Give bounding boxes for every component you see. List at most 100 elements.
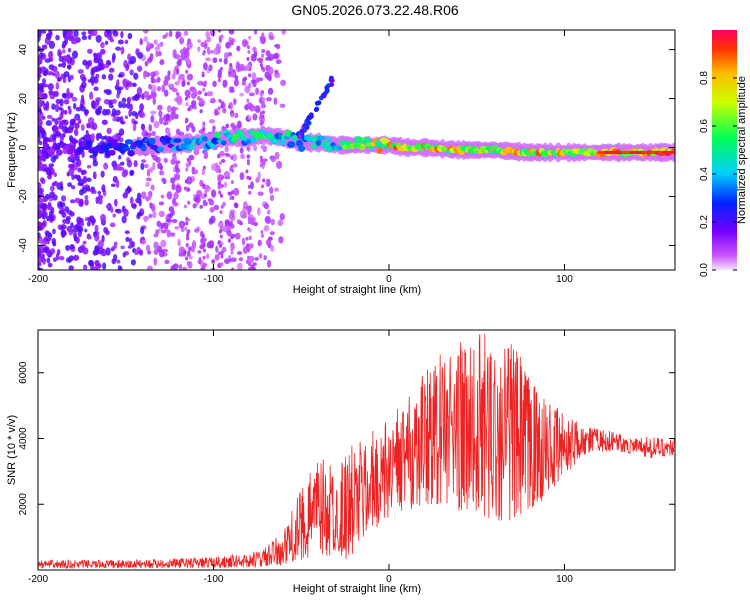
noise-blob [116, 79, 120, 88]
noise-blob [173, 192, 179, 200]
snr-series-line [38, 333, 675, 570]
noise-blob [63, 109, 68, 115]
branch-blob [315, 100, 321, 106]
noise-blob [262, 145, 268, 153]
noise-blob [98, 198, 103, 205]
noise-blob [228, 258, 232, 263]
noise-blob [248, 220, 252, 225]
noise-blob [189, 86, 196, 93]
noise-blob [143, 216, 148, 223]
noise-blob [89, 75, 96, 83]
noise-blob [219, 150, 225, 157]
noise-blob [206, 36, 212, 43]
snr-y-tick-label: 4000 [18, 427, 29, 450]
noise-blob [153, 39, 158, 45]
noise-blob [187, 200, 191, 205]
noise-blob [105, 247, 111, 256]
noise-blob [121, 215, 127, 224]
noise-blob [227, 51, 233, 57]
chart-title: GN05.2026.073.22.48.R06 [291, 2, 459, 18]
noise-blob [147, 250, 152, 255]
branch-blob [304, 121, 310, 127]
noise-blob [246, 159, 250, 164]
noise-blob [155, 50, 159, 58]
ridge-blob [123, 146, 131, 151]
noise-blob [165, 128, 171, 134]
noise-blob [77, 119, 81, 124]
noise-blob [231, 153, 238, 162]
noise-blob [246, 56, 250, 61]
noise-blob [219, 58, 223, 63]
noise-blob [217, 240, 221, 245]
noise-blob [52, 257, 57, 263]
noise-blob [279, 213, 285, 221]
spectrogram-x-tick-label: -100 [203, 274, 223, 285]
noise-blob [94, 224, 99, 232]
noise-blob [158, 110, 163, 118]
noise-blob [46, 114, 53, 119]
noise-blob [145, 244, 151, 252]
noise-blob [140, 162, 145, 170]
noise-blob [95, 34, 102, 43]
noise-blob [246, 154, 250, 159]
noise-blob [203, 237, 207, 242]
noise-blob [150, 75, 155, 84]
noise-blob [71, 40, 77, 45]
noise-blob [126, 159, 133, 168]
noise-blob [163, 157, 168, 163]
noise-blob [40, 163, 45, 169]
noise-blob [218, 98, 222, 103]
noise-blob [52, 134, 57, 141]
noise-blob [102, 119, 107, 125]
noise-blob [123, 59, 128, 69]
noise-blob [232, 163, 238, 168]
spectrogram-y-tick-label: -20 [18, 189, 29, 204]
noise-blob [186, 187, 190, 192]
noise-blob [269, 231, 275, 236]
noise-blob [203, 154, 207, 159]
noise-blob [61, 44, 66, 49]
noise-blob [186, 57, 190, 62]
noise-blob [65, 215, 71, 221]
noise-blob [86, 122, 91, 129]
spectrogram-y-axis-label: Frequency (Hz) [6, 112, 18, 188]
noise-blob [112, 52, 116, 61]
noise-blob [173, 173, 181, 181]
noise-blob [174, 113, 179, 120]
noise-blob [222, 107, 227, 114]
noise-blob [203, 193, 207, 198]
noise-blob [74, 122, 80, 130]
noise-blob [186, 157, 190, 162]
noise-blob [69, 243, 75, 250]
noise-blob [119, 137, 124, 143]
noise-blob [40, 204, 47, 209]
noise-blob [82, 59, 88, 66]
noise-blob [270, 218, 276, 226]
noise-blob [110, 183, 116, 188]
noise-blob [186, 250, 191, 257]
noise-blob [136, 192, 142, 200]
noise-blob [121, 102, 127, 109]
noise-blob [48, 169, 52, 177]
noise-blob [38, 244, 44, 252]
noise-blob [166, 191, 173, 200]
noise-blob [121, 97, 127, 103]
noise-blob [150, 110, 157, 115]
ridge-blob [213, 131, 221, 139]
noise-blob [281, 30, 286, 35]
noise-blob [117, 74, 123, 78]
noise-blob [67, 258, 72, 263]
noise-blob [104, 63, 110, 69]
noise-blob [186, 176, 193, 185]
noise-blob [105, 89, 110, 94]
noise-blob [149, 167, 154, 174]
noise-blob [129, 169, 135, 176]
noise-blob [218, 184, 222, 189]
ridge-blob [56, 149, 63, 156]
noise-blob [57, 77, 61, 82]
noise-blob [179, 37, 185, 45]
noise-blob [159, 164, 164, 171]
noise-blob [185, 242, 189, 248]
noise-blob [75, 106, 82, 112]
noise-blob [67, 48, 72, 53]
